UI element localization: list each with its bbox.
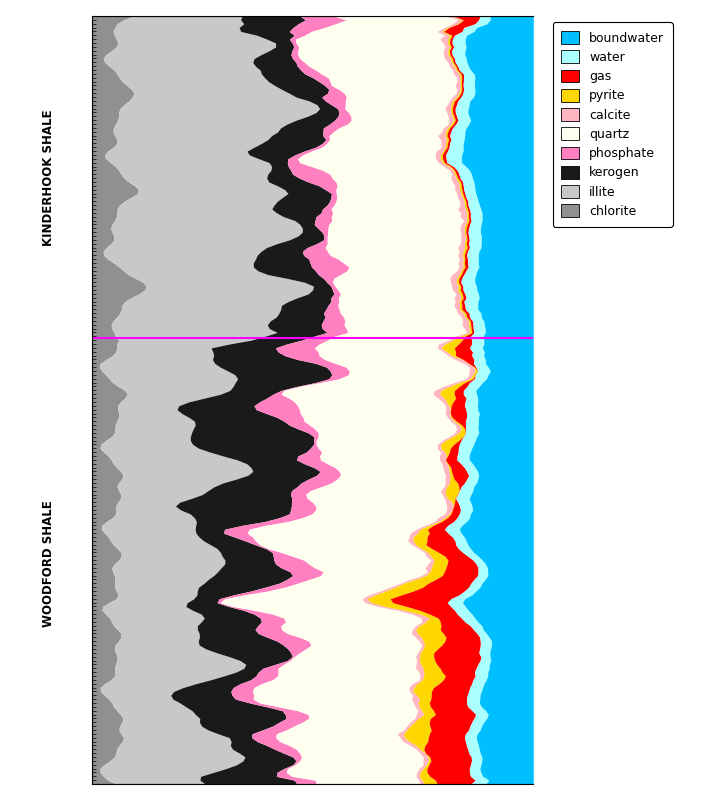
Text: KINDERHOOK SHALE: KINDERHOOK SHALE bbox=[42, 110, 55, 246]
Legend: boundwater, water, gas, pyrite, calcite, quartz, phosphate, kerogen, illite, chl: boundwater, water, gas, pyrite, calcite,… bbox=[552, 22, 673, 226]
Text: WOODFORD SHALE: WOODFORD SHALE bbox=[42, 501, 55, 627]
